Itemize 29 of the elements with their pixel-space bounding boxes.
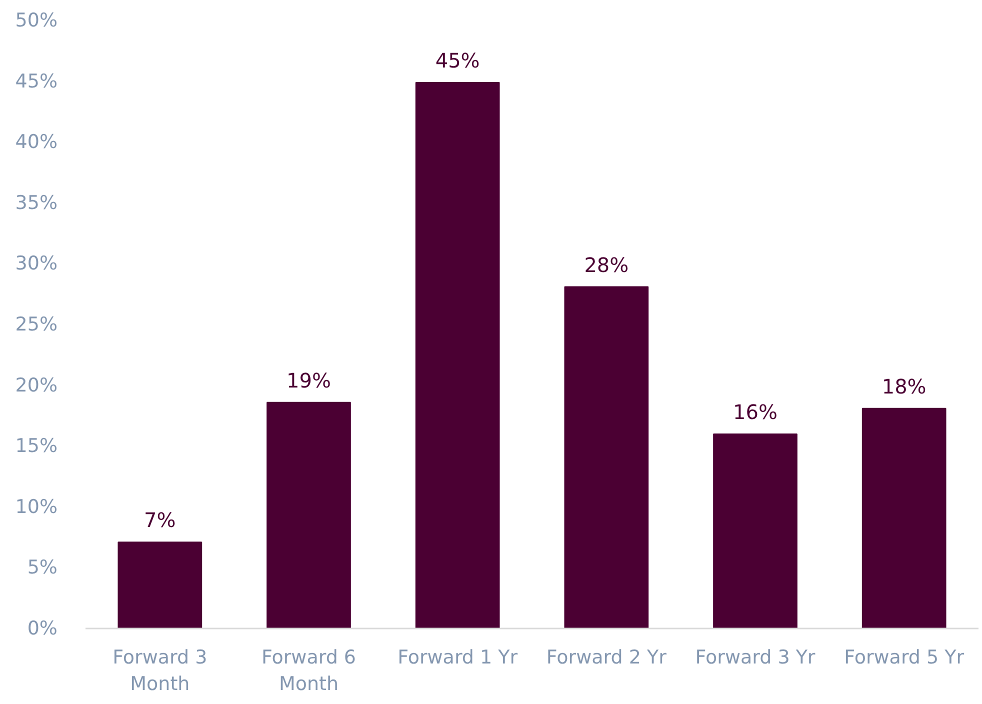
x-tick-label: Forward 3 Yr [695, 646, 816, 668]
bar [118, 542, 202, 628]
data-label: 16% [733, 400, 778, 424]
bar [415, 82, 500, 628]
y-tick-label: 15% [15, 435, 58, 458]
x-tick-label: Forward 5 Yr [844, 646, 964, 668]
data-label: 28% [584, 252, 629, 277]
y-tick-label: 30% [15, 252, 58, 275]
y-tick-label: 45% [15, 70, 58, 92]
x-tick-label: Forward 1 Yr [398, 646, 518, 668]
bar [713, 433, 798, 628]
y-tick-label: 10% [15, 496, 58, 518]
y-tick-label: 50% [15, 10, 58, 32]
data-label: 45% [435, 48, 480, 73]
x-tick-label: Forward 3 Month [112, 646, 208, 695]
bar [564, 286, 649, 628]
data-label: 18% [882, 374, 926, 398]
data-label: 19% [286, 368, 331, 392]
data-label: 7% [144, 508, 176, 532]
y-tick-label: 40% [15, 131, 58, 154]
x-tick-label: Forward 6 Month [261, 646, 356, 695]
bar [266, 402, 351, 628]
y-tick-label: 25% [15, 314, 58, 336]
bar [862, 408, 946, 628]
x-tick-label: Forward 2 Yr [546, 646, 667, 668]
y-tick-label: 0% [27, 618, 58, 640]
y-tick-label: 20% [15, 374, 58, 396]
y-tick-label: 35% [15, 192, 58, 214]
y-tick-label: 5% [27, 556, 58, 579]
